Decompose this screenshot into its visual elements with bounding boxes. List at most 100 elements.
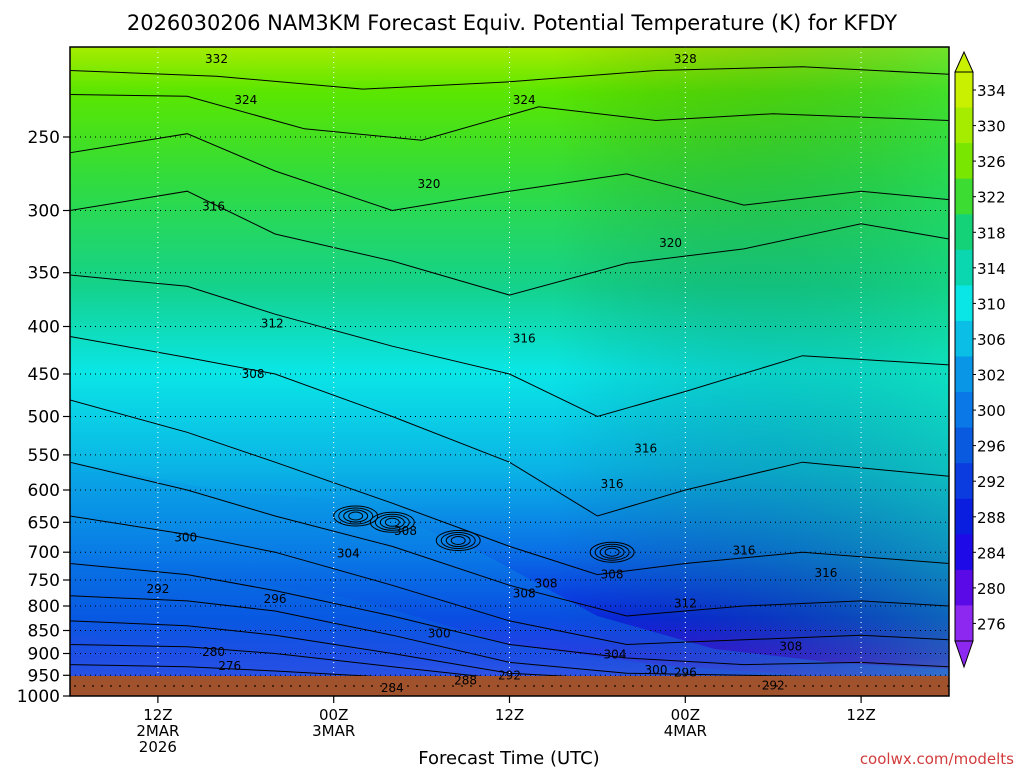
- ground-dot: [173, 685, 175, 687]
- colorbar-label: 334: [977, 82, 1006, 100]
- colorbar-swatch: [955, 72, 973, 109]
- colorbar-label: 306: [977, 331, 1006, 349]
- y-tick-label: 950: [28, 666, 60, 686]
- colorbar-swatch: [955, 249, 973, 286]
- colorbar-label: 330: [977, 118, 1006, 136]
- ground-dot: [272, 685, 274, 687]
- ground-dot: [200, 685, 202, 687]
- y-tick-label: 900: [28, 645, 60, 665]
- contour-label: 296: [264, 592, 287, 606]
- contour-line: [70, 399, 949, 576]
- contour-label-text: 316: [634, 441, 657, 455]
- colorbar-label: 310: [977, 295, 1006, 313]
- ground-dot: [74, 685, 76, 687]
- ground-dot: [362, 685, 364, 687]
- ground-dot: [668, 685, 670, 687]
- contour-label: 308: [601, 568, 624, 582]
- contour-cell: [333, 505, 379, 527]
- ground-dot: [794, 685, 796, 687]
- contour-label-text: 316: [601, 477, 624, 491]
- ground-dot: [92, 685, 94, 687]
- y-tick-label: 400: [28, 318, 60, 338]
- gridlines: [70, 47, 949, 696]
- colorbar-label: 292: [977, 473, 1006, 491]
- contour-line: [70, 274, 949, 418]
- contour-label-text: 328: [674, 52, 697, 66]
- ground-dot: [470, 685, 472, 687]
- ground-dot: [101, 685, 103, 687]
- ground-dot: [542, 685, 544, 687]
- contour-label: 280: [202, 645, 225, 659]
- contour-label-text: 292: [146, 582, 169, 596]
- ground-dot: [677, 685, 679, 687]
- contour-label-text: 324: [234, 93, 257, 107]
- ground-dot: [650, 685, 652, 687]
- colorbar-swatch: [955, 356, 973, 393]
- ground-dot: [830, 685, 832, 687]
- ground-dot: [236, 685, 238, 687]
- ground-dot: [371, 685, 373, 687]
- ground-dot: [911, 685, 913, 687]
- ground-dot: [182, 685, 184, 687]
- ground-dot: [533, 685, 535, 687]
- colorbar-label: 300: [977, 402, 1006, 420]
- contour-label: 316: [202, 199, 225, 213]
- contour-labels: 332 328 324 324 320 320 316 316 316 316 316 316 312 3…: [146, 52, 837, 695]
- contour-label: 308: [394, 524, 417, 538]
- ground-dot: [623, 685, 625, 687]
- ground-dot: [875, 685, 877, 687]
- contour-line: [70, 94, 949, 141]
- y-tick-label: 800: [28, 597, 60, 617]
- chart-title: 2026030206 NAM3KM Forecast Equiv. Potent…: [127, 11, 897, 35]
- ground-dots: [74, 685, 949, 687]
- y-tick-label: 450: [28, 365, 60, 385]
- contour-cell: [348, 511, 364, 521]
- contour-label: 316: [634, 441, 657, 455]
- contour-label: 332: [205, 52, 228, 66]
- colorbar-top-cap: [954, 50, 974, 73]
- ground-dot: [713, 685, 715, 687]
- contour-label-text: 332: [205, 52, 228, 66]
- colorbar-label: 322: [977, 189, 1006, 207]
- colorbar-frame: [954, 71, 974, 642]
- colorbar-label: 288: [977, 509, 1006, 527]
- ground-dot: [686, 685, 688, 687]
- ground-dot: [155, 685, 157, 687]
- ground-dot: [506, 685, 508, 687]
- colorbar-swatch: [955, 427, 973, 464]
- ground-dot: [848, 685, 850, 687]
- contour-line: [70, 461, 949, 617]
- plot-area: 332 328 324 324 320 320 316 316 316 316 316 316 312 3…: [70, 47, 949, 696]
- x-tick-label: 12Z: [143, 706, 172, 724]
- contour-label: 316: [814, 566, 837, 580]
- ground-dot: [191, 685, 193, 687]
- contour-label-text: 284: [381, 681, 404, 695]
- ground-dot: [614, 685, 616, 687]
- x-tick-label: 2026: [139, 738, 177, 756]
- ground-dot: [83, 685, 85, 687]
- contour-label: 316: [513, 331, 536, 345]
- ground-dot: [704, 685, 706, 687]
- ground-dot: [857, 685, 859, 687]
- x-axis-label: Forecast Time (UTC): [418, 748, 599, 768]
- colorbar-bottom-cap: [954, 640, 974, 669]
- ground-dot: [767, 685, 769, 687]
- ground-dot: [263, 685, 265, 687]
- ground-dot: [110, 685, 112, 687]
- contour-cell: [440, 532, 476, 549]
- contour-label: 308: [535, 577, 558, 591]
- colorbar-label: 302: [977, 367, 1006, 385]
- contour-line: [70, 66, 949, 90]
- x-tick-label: 2MAR: [136, 722, 179, 740]
- ground-dot: [866, 685, 868, 687]
- contour-label: 304: [604, 647, 627, 661]
- ground-dot: [488, 685, 490, 687]
- contour-label: 300: [428, 626, 451, 640]
- y-tick-label: 1000: [17, 687, 60, 707]
- x-tick-label: 00Z: [319, 706, 348, 724]
- y-tick-label: 750: [28, 571, 60, 591]
- x-tick-label: 4MAR: [664, 722, 707, 740]
- ground-dot: [353, 685, 355, 687]
- ground-dot: [308, 685, 310, 687]
- colorbar-label: 318: [977, 224, 1006, 242]
